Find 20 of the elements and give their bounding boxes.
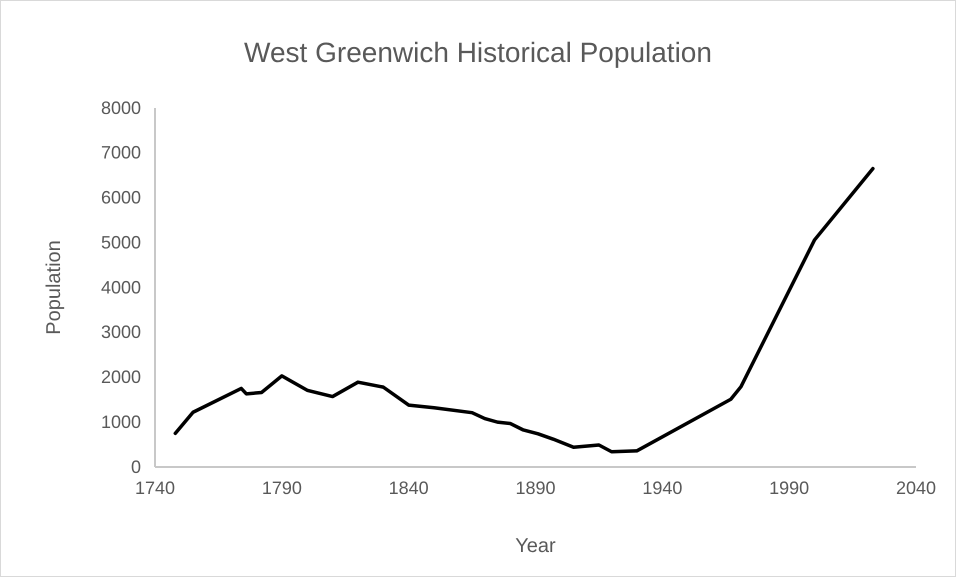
x-axis-title: Year — [515, 535, 556, 557]
y-axis-title: Population — [43, 240, 65, 335]
x-tick-label: 1990 — [769, 478, 810, 498]
chart-title: West Greenwich Historical Population — [244, 37, 712, 68]
y-tick-label: 4000 — [100, 277, 141, 298]
x-tick-label: 1740 — [134, 478, 176, 498]
y-tick-label: 8000 — [100, 98, 141, 118]
y-tick-label: 0 — [130, 456, 141, 477]
x-tick-label: 1790 — [262, 478, 302, 498]
x-tick-label: 1840 — [388, 478, 429, 498]
y-tick-label: 7000 — [100, 142, 141, 163]
line-series — [174, 166, 875, 454]
y-tick-label: 3000 — [100, 322, 141, 342]
y-tick-label: 1000 — [100, 412, 141, 432]
x-tick-label: 1890 — [515, 478, 556, 498]
y-tick-label: 6000 — [100, 188, 141, 208]
x-tick-label: 1940 — [642, 478, 682, 498]
y-tick-label: 2000 — [100, 367, 141, 388]
x-tick-label: 2040 — [896, 478, 936, 498]
y-tick-label: 5000 — [100, 232, 141, 252]
